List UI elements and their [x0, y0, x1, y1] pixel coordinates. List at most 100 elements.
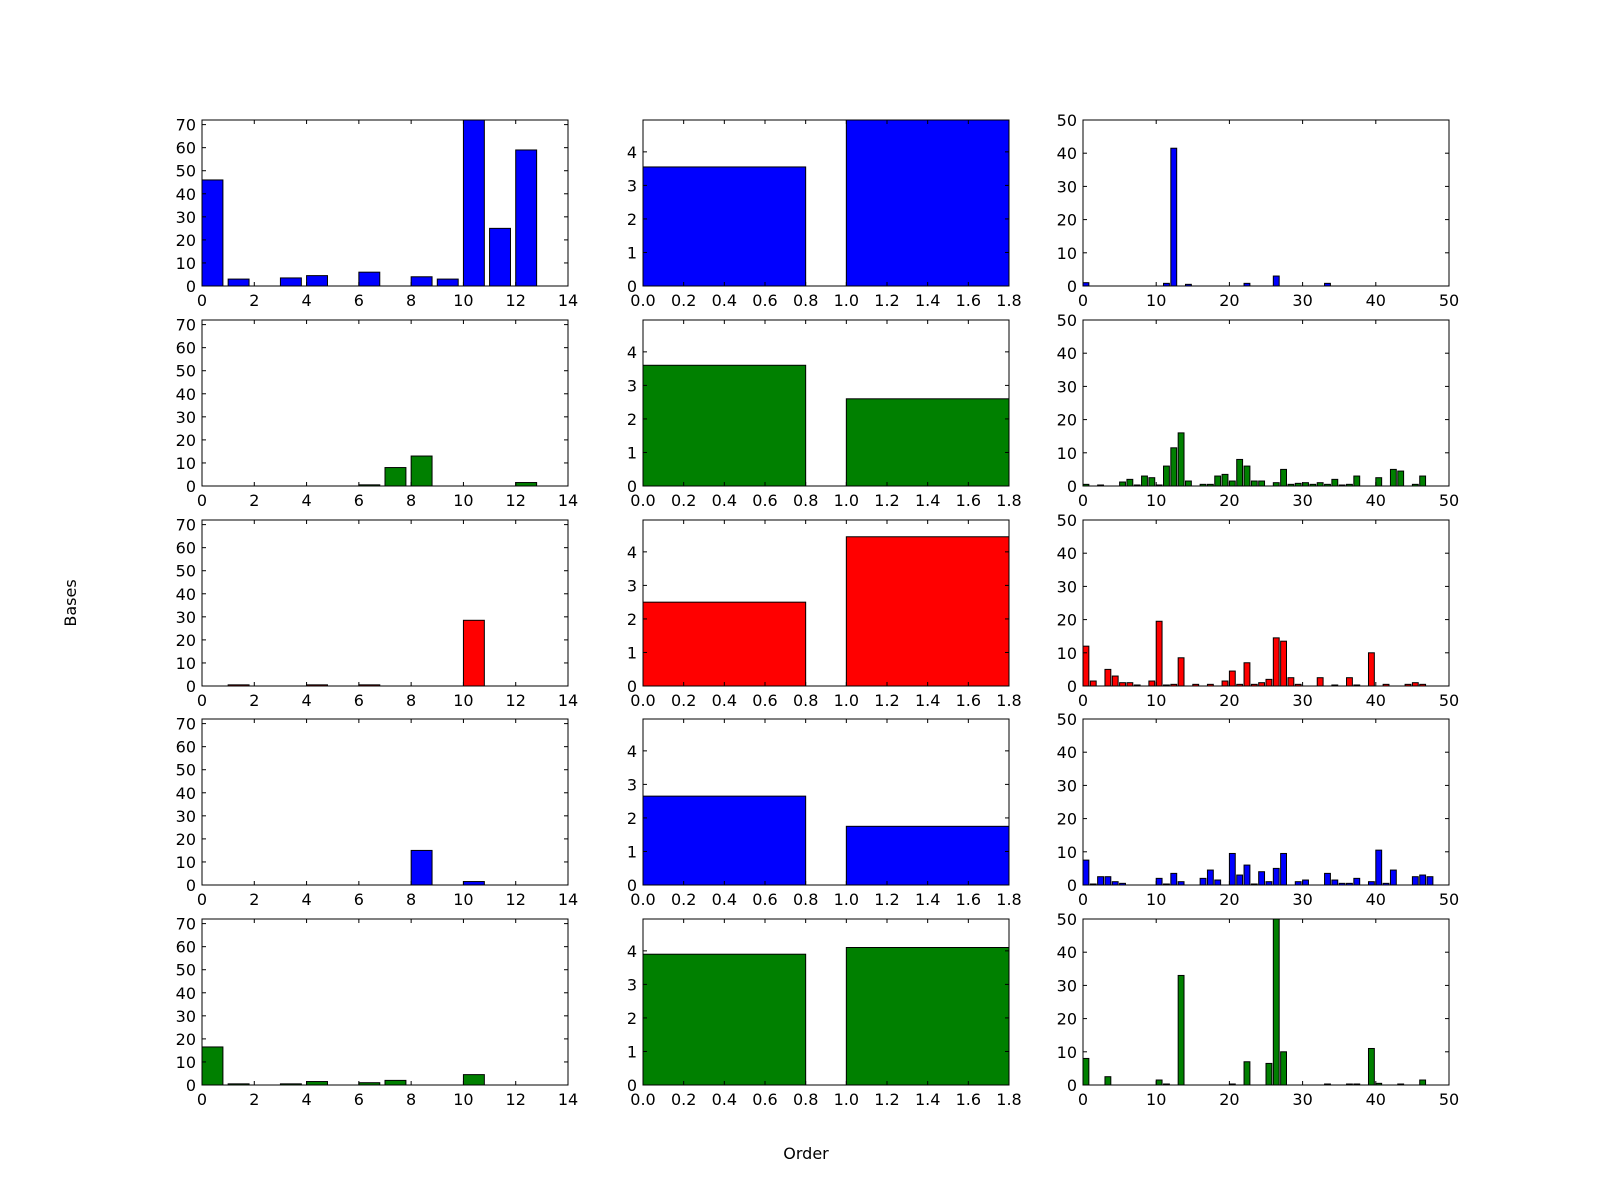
bar: [1265, 678, 1273, 686]
x-tick-label: 8: [406, 691, 416, 710]
y-tick-label: 50: [176, 162, 196, 181]
x-tick-label: 1.6: [956, 1090, 981, 1109]
axes-frame: [642, 319, 1010, 487]
bar: [306, 1081, 328, 1085]
y-tick-label: 4: [627, 942, 637, 961]
x-tick-label: 1.8: [996, 691, 1021, 710]
x-tick-label: 50: [1439, 691, 1459, 710]
y-tick-label: 4: [627, 343, 637, 362]
y-tick-label: 10: [1057, 644, 1077, 663]
axes-frame: [642, 918, 1010, 1086]
y-tick-label: 3: [627, 775, 637, 794]
x-tick-label: 0.6: [752, 291, 777, 310]
x-tick-label: 30: [1292, 491, 1312, 510]
x-tick-label: 20: [1219, 491, 1239, 510]
bar: [643, 601, 807, 686]
x-tick-label: 30: [1292, 1090, 1312, 1109]
y-tick-label: 60: [176, 738, 196, 757]
x-tick-label: 4: [301, 291, 311, 310]
y-tick-label: 30: [1057, 776, 1077, 795]
bar: [1228, 480, 1236, 486]
y-tick-label: 10: [176, 654, 196, 673]
x-tick-label: 8: [406, 1090, 416, 1109]
y-tick-label: 30: [176, 608, 196, 627]
bar: [845, 536, 1009, 686]
subplot-r3-c2: 0 10 20 30 40 50 0 10 20 30 40 50: [1057, 710, 1460, 909]
y-tick-label: 3: [627, 376, 637, 395]
bar: [1104, 668, 1112, 686]
x-tick-label: 0.8: [793, 291, 818, 310]
y-tick-label: 30: [176, 807, 196, 826]
x-tick-label: 0.0: [630, 491, 655, 510]
bar: [845, 947, 1009, 1085]
y-tick-label: 0: [186, 277, 196, 296]
bar: [1155, 620, 1163, 686]
x-tick-label: 0.4: [712, 890, 737, 909]
y-tick-label: 2: [627, 410, 637, 429]
y-tick-label: 0: [1067, 677, 1077, 696]
bar: [1272, 275, 1280, 286]
bar: [1119, 481, 1126, 486]
x-tick-label: 2: [249, 291, 259, 310]
x-tick-label: 14: [558, 1090, 578, 1109]
bar: [1404, 683, 1412, 686]
bar: [1089, 680, 1097, 686]
axes-frame: [1082, 119, 1450, 287]
bar: [410, 276, 433, 286]
y-tick-label: 0: [1067, 1076, 1077, 1095]
bar: [227, 278, 250, 286]
x-tick-label: 1.6: [956, 890, 981, 909]
x-tick-label: 0.0: [630, 890, 655, 909]
x-tick-label: 4: [301, 691, 311, 710]
bar: [643, 795, 807, 885]
x-tick-label: 0: [1078, 1090, 1088, 1109]
x-tick-label: 0: [197, 291, 207, 310]
bar: [1228, 670, 1236, 686]
bar: [1353, 475, 1361, 486]
y-tick-label: 20: [176, 830, 196, 849]
y-tick-label: 3: [627, 975, 637, 994]
axes-frame: [201, 119, 569, 287]
bar: [1375, 849, 1383, 885]
bar: [1177, 657, 1185, 686]
bar: [1324, 872, 1331, 885]
bar: [1083, 1057, 1090, 1085]
x-tick-label: 0.8: [793, 691, 818, 710]
x-tick-label: 6: [354, 491, 364, 510]
bar: [1236, 874, 1244, 885]
y-tick-label: 2: [627, 809, 637, 828]
y-tick-label: 40: [1057, 544, 1077, 563]
bar: [643, 364, 807, 486]
bar-group: [1083, 432, 1427, 486]
axes-frame: [642, 519, 1010, 687]
bar: [1199, 877, 1207, 885]
x-tick-label: 12: [506, 491, 526, 510]
bar: [384, 467, 407, 486]
y-tick-label: 0: [627, 677, 637, 696]
y-tick-label: 3: [627, 176, 637, 195]
subplot-r3-c1: 0.0 0.2 0.4 0.6 0.8 1.0 1.2 1.4 1.6 1.8 0 1 2 3 4: [627, 718, 1022, 909]
bar: [1280, 1051, 1287, 1085]
bar: [306, 275, 328, 286]
y-tick-label: 10: [1057, 1043, 1077, 1062]
bar: [489, 227, 511, 286]
x-tick-label: 6: [354, 890, 364, 909]
bar: [227, 684, 250, 686]
axes-frame: [642, 718, 1010, 886]
x-tick-label: 0.8: [793, 491, 818, 510]
axes-frame: [642, 119, 1010, 287]
x-tick-label: 1.8: [996, 890, 1021, 909]
subplot-r2-c1: 0.0 0.2 0.4 0.6 0.8 1.0 1.2 1.4 1.6 1.8 0 1 2 3 4: [627, 519, 1022, 710]
bar: [1280, 640, 1287, 686]
x-tick-label: 2: [249, 691, 259, 710]
y-tick-label: 40: [176, 984, 196, 1003]
bar: [1382, 882, 1390, 885]
subplot-r4-c1: 0.0 0.2 0.4 0.6 0.8 1.0 1.2 1.4 1.6 1.8 0 1 2 3 4: [627, 918, 1022, 1109]
bar: [1192, 683, 1200, 686]
bar: [1375, 477, 1383, 486]
y-tick-label: 10: [1057, 444, 1077, 463]
bar: [1419, 1079, 1427, 1085]
x-tick-label: 1.0: [834, 691, 859, 710]
bar: [845, 120, 1009, 286]
